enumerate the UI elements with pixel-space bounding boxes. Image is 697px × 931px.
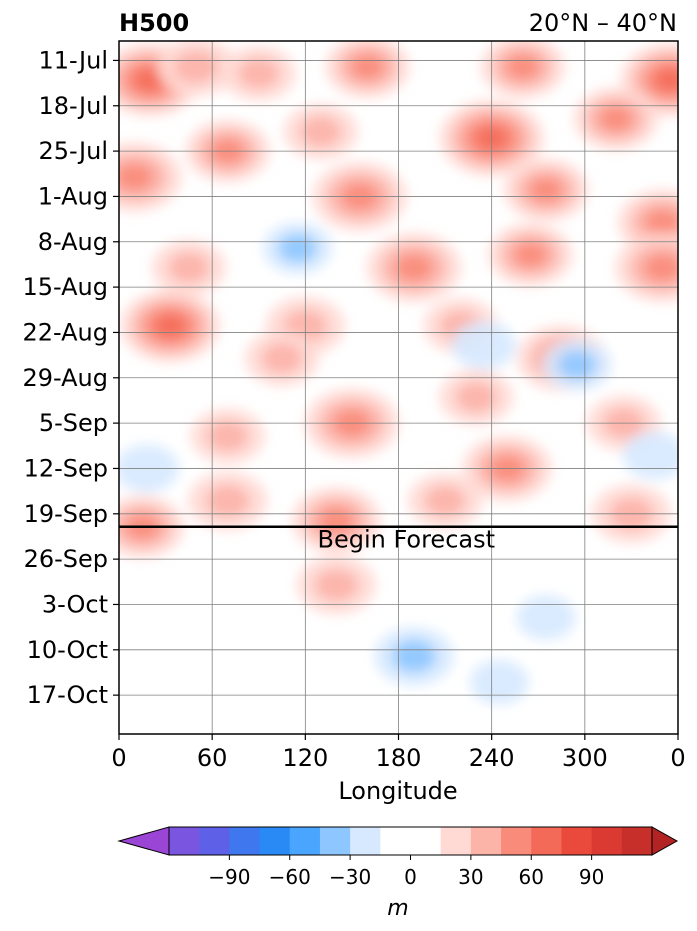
y-tick-label: 29-Aug (22, 364, 108, 392)
colorbar-segment (501, 827, 532, 855)
colorbar-segment (289, 827, 321, 855)
anomaly-contour (134, 68, 166, 92)
anomaly-contour (599, 106, 633, 132)
x-tick-label: 180 (376, 744, 422, 772)
anomaly-contour (506, 54, 540, 80)
anomaly-contour (207, 420, 249, 452)
x-tick-label: 0 (670, 744, 685, 772)
y-axis-ticks: 11-Jul 18-Jul 25-Jul 1-Aug 8-Aug 15-Aug 22-Aug… (22, 46, 119, 709)
x-tick-label: 60 (197, 744, 228, 772)
anomaly-contour (654, 68, 678, 92)
anomaly-contour (395, 254, 433, 282)
colorbar-extend-min (117, 826, 170, 856)
colorbar-ticks: −90 −60 −30 0 30 60 90 (208, 855, 604, 889)
anomaly-contour (392, 640, 436, 673)
y-tick-label: 19-Sep (24, 500, 108, 528)
colorbar-tick-label: 30 (458, 865, 483, 889)
anomaly-contour (424, 485, 466, 517)
anomaly-contour (516, 595, 576, 640)
anomaly-contour (350, 54, 385, 80)
y-tick-label: 17-Oct (27, 681, 108, 709)
colorbar-segment (350, 827, 381, 855)
anomaly-contour (455, 381, 497, 413)
anomaly-contour (644, 254, 678, 282)
anomaly-contour (469, 659, 529, 705)
begin-forecast-label: Begin Forecast (317, 526, 495, 554)
anomaly-contour (154, 314, 186, 338)
colorbar-segment (531, 827, 562, 855)
anomaly-contour (168, 252, 210, 283)
x-tick-label: 300 (562, 744, 608, 772)
y-tick-label: 25-Jul (39, 137, 109, 165)
colorbar-segment (380, 827, 411, 855)
x-tick-label: 0 (111, 744, 126, 772)
y-tick-label: 22-Aug (22, 318, 108, 346)
colorbar-extend-max (651, 826, 679, 856)
y-tick-label: 3-Oct (42, 590, 108, 618)
x-tick-label: 240 (469, 744, 515, 772)
colorbar-segment (319, 827, 351, 855)
anomaly-contour (278, 233, 317, 263)
colorbar-segment (410, 827, 442, 855)
y-tick-label: 5-Sep (39, 409, 108, 437)
colorbar-tick-label: 90 (579, 865, 604, 889)
anomaly-contour (261, 343, 303, 374)
y-tick-label: 11-Jul (39, 46, 109, 74)
chart-title-right: 20°N – 40°N (529, 9, 677, 37)
anomaly-contour (238, 58, 280, 89)
anomaly-contour (451, 321, 516, 370)
x-axis-label: Longitude (338, 777, 457, 805)
y-tick-label: 15-Aug (22, 273, 108, 301)
x-tick-label: 120 (282, 744, 328, 772)
anomaly-contour (314, 568, 359, 602)
colorbar-tick-label: −30 (329, 865, 371, 889)
anomaly-contour (174, 50, 219, 84)
colorbar-tick-label: −60 (269, 865, 311, 889)
y-tick-label: 1-Aug (38, 182, 108, 210)
colorbar-segment (199, 827, 230, 855)
anomaly-contour (529, 177, 563, 203)
anomaly-contour (300, 116, 342, 147)
anomaly-contour (644, 209, 678, 236)
colorbar-segment (591, 827, 623, 855)
colorbar-segment (440, 827, 472, 855)
y-tick-label: 26-Sep (24, 545, 108, 573)
colorbar-segment (561, 827, 593, 855)
anomaly-contour (622, 431, 678, 480)
chart-title-left: H500 (119, 9, 189, 37)
anomaly-contour (557, 350, 597, 380)
colorbar (117, 826, 679, 856)
y-tick-label: 18-Jul (39, 92, 109, 120)
colorbar-segment (621, 827, 653, 855)
colorbar-tick-label: 60 (519, 865, 544, 889)
anomaly-contour (119, 163, 153, 191)
colorbar-segment (169, 827, 200, 855)
colorbar-tick-label: −90 (208, 865, 250, 889)
anomaly-contour (513, 242, 548, 268)
y-tick-label: 12-Sep (24, 454, 108, 482)
colorbar-segment (229, 827, 261, 855)
y-tick-label: 8-Aug (38, 228, 108, 256)
y-tick-label: 10-Oct (27, 636, 108, 664)
colorbar-segment (259, 827, 291, 855)
colorbar-tick-label: 0 (404, 865, 417, 889)
colorbar-unit: m (387, 896, 408, 921)
colorbar-segment (470, 827, 502, 855)
anomaly-contour (205, 484, 250, 517)
x-axis-ticks: 0 60 120 180 240 300 0 (111, 734, 686, 772)
